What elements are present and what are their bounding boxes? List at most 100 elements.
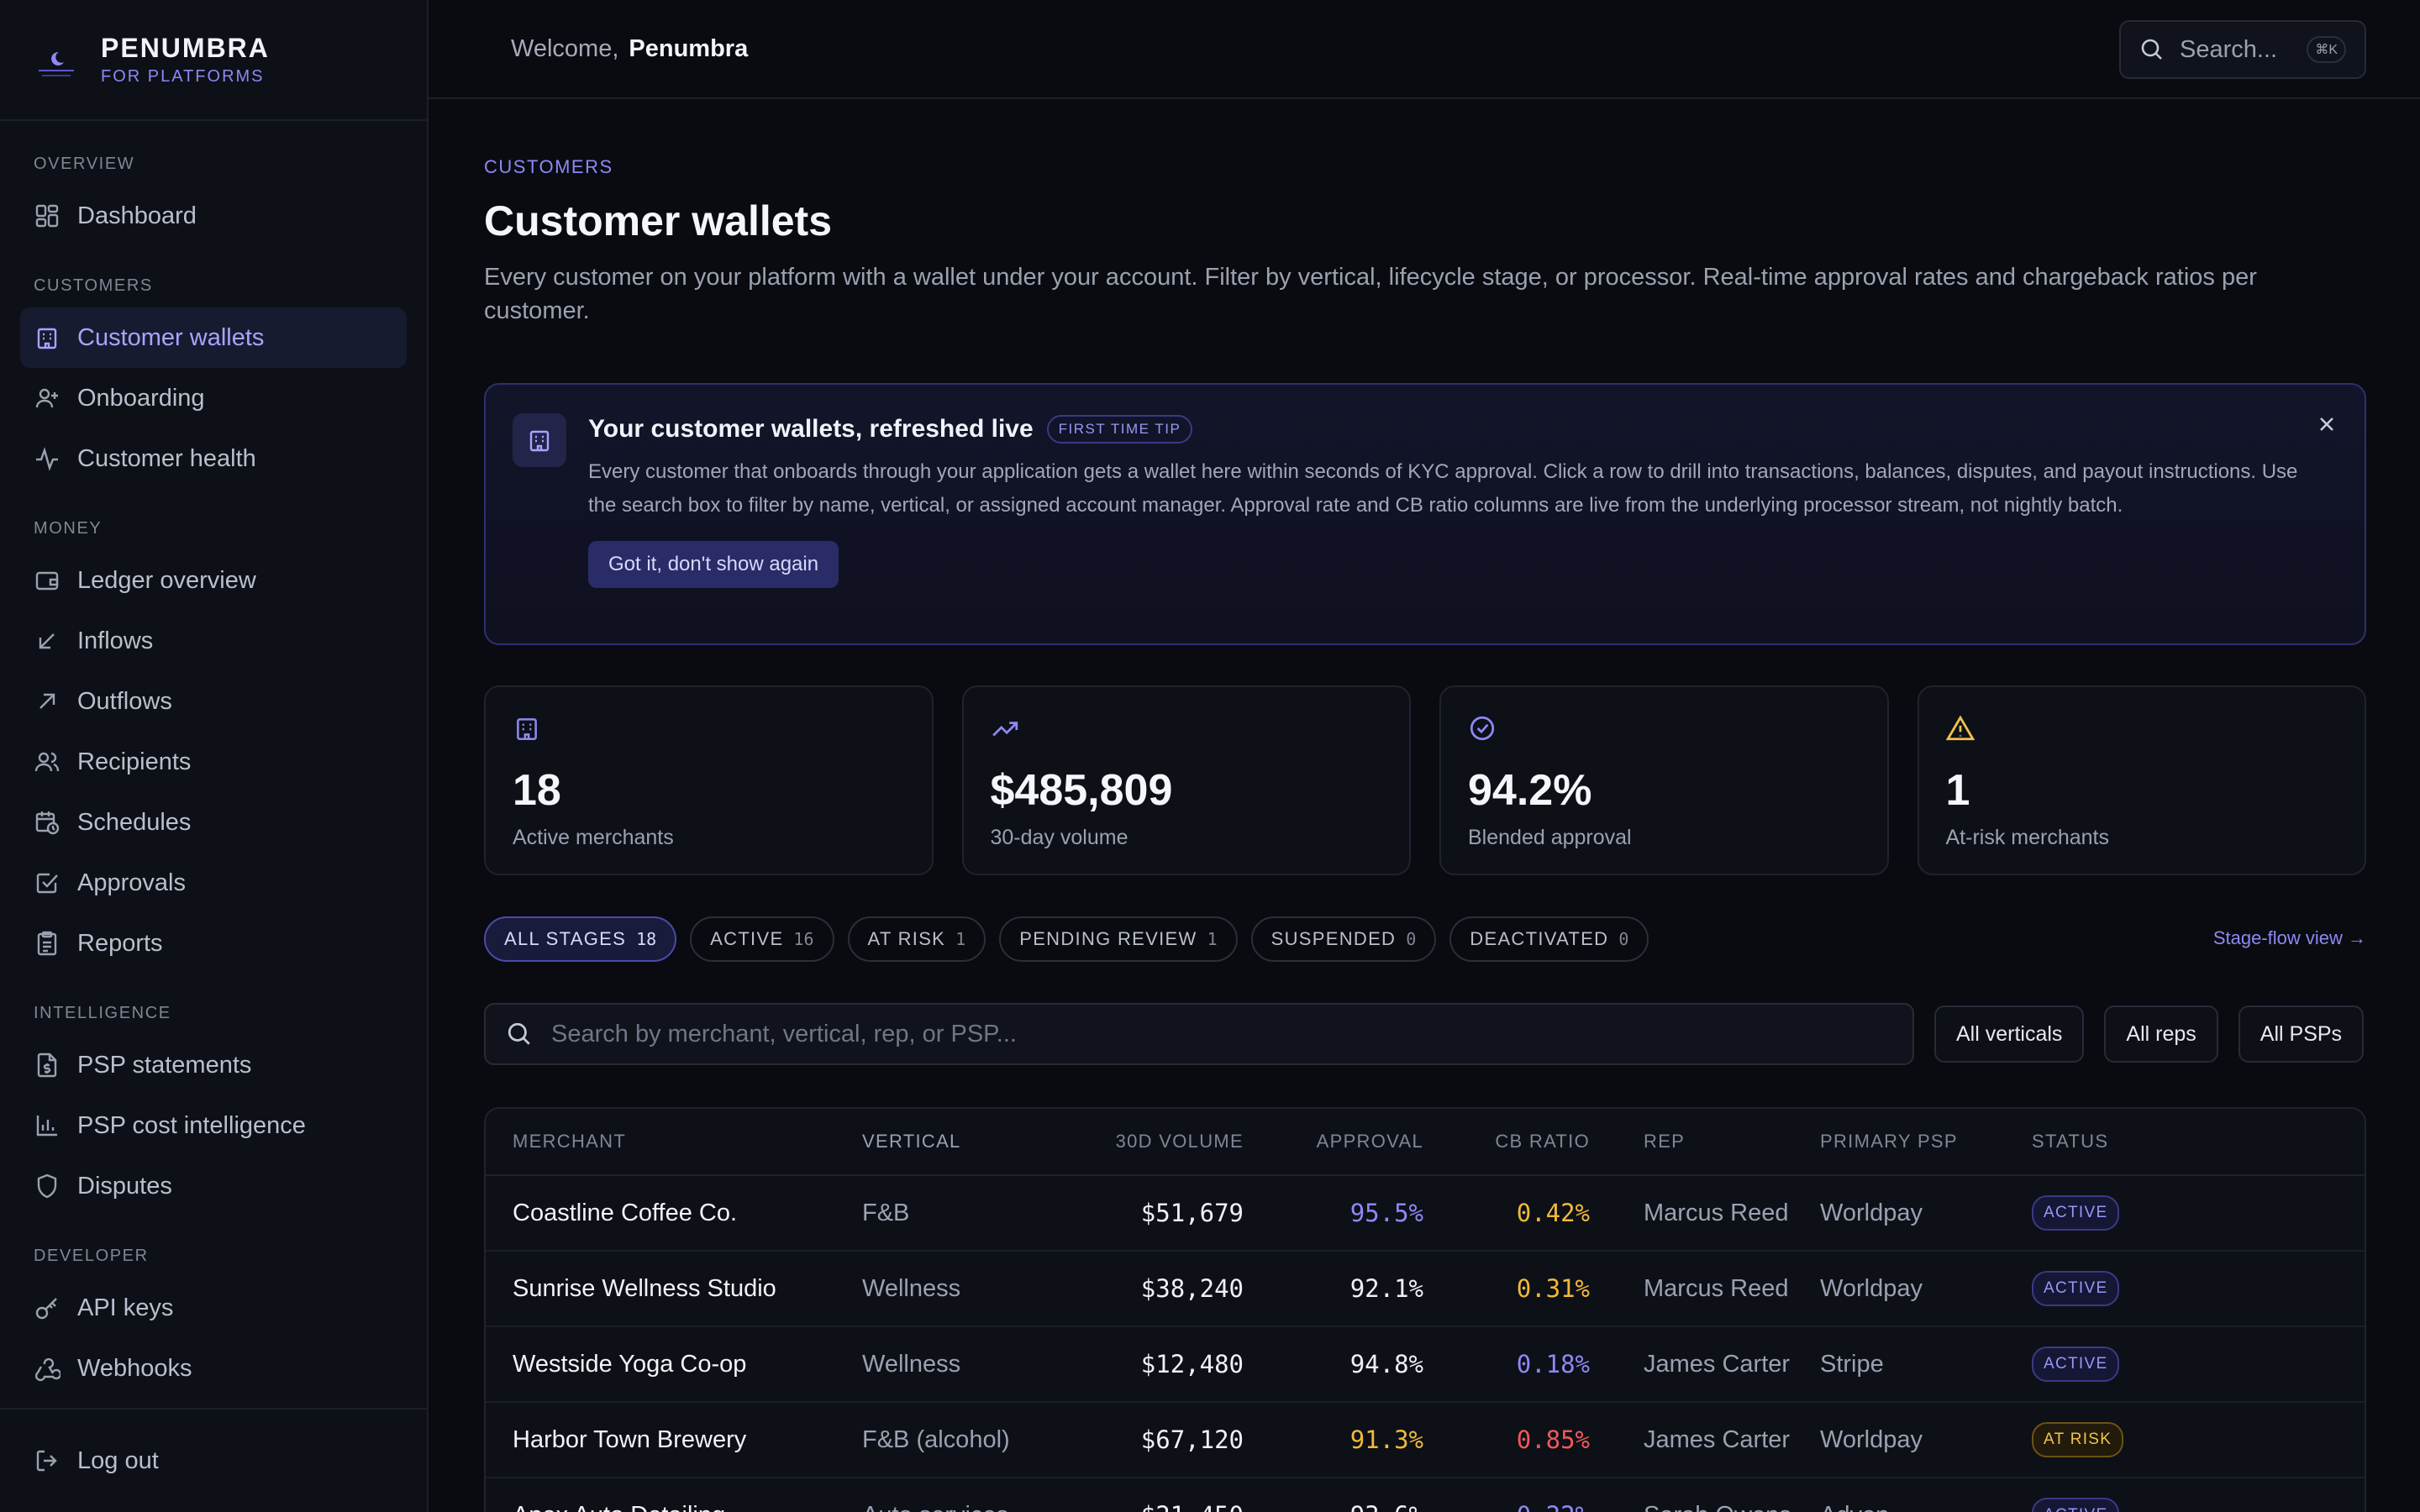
column-header-status[interactable]: STATUS <box>2032 1131 2109 1152</box>
table-row[interactable]: Westside Yoga Co-op Wellness $12,480 94.8% 0… <box>486 1327 2365 1403</box>
pill-label: AT RISK <box>867 928 946 949</box>
vertical-filter-dropdown[interactable]: All verticals <box>1934 1005 2085 1063</box>
column-header-volume[interactable]: 30D VOLUME <box>1115 1131 1244 1152</box>
status-badge: AT RISK <box>2032 1422 2124 1457</box>
sidebar-item-api-keys[interactable]: API keys <box>20 1278 407 1338</box>
sidebar-item-customer-health[interactable]: Customer health <box>20 428 407 489</box>
filter-deactivated[interactable]: DEACTIVATED 0 <box>1449 916 1649 962</box>
psp-cell: Adyen <box>1820 1502 2032 1512</box>
sidebar-item-schedules[interactable]: Schedules <box>20 792 407 853</box>
pill-count: 0 <box>1406 929 1417 949</box>
column-header-rep[interactable]: REP <box>1644 1131 1686 1152</box>
sidebar-item-webhooks[interactable]: Webhooks <box>20 1338 407 1399</box>
column-header-approval[interactable]: APPROVAL <box>1316 1131 1423 1152</box>
check-square-icon <box>34 869 60 896</box>
sidebar-item-label: Customer health <box>77 444 256 472</box>
vertical-cell: Auto services <box>862 1502 1064 1512</box>
stage-flow-view-link[interactable]: Stage-flow view → <box>2212 927 2366 948</box>
rep-cell: Sarah Owens <box>1590 1502 1820 1512</box>
sidebar-item-label: Recipients <box>77 748 192 775</box>
pill-label: ALL STAGES <box>504 928 627 949</box>
merchant-search-input[interactable]: Search by merchant, vertical, rep, or PS… <box>484 1003 1914 1065</box>
sidebar-item-psp-cost-intelligence[interactable]: PSP cost intelligence <box>20 1095 407 1156</box>
stat-card-active-merchants: 18 Active merchants <box>484 685 934 875</box>
sidebar-item-label: Approvals <box>77 869 186 896</box>
brand[interactable]: PENUMBRA FOR PLATFORMS <box>0 0 427 121</box>
filter-all-stages[interactable]: ALL STAGES 18 <box>484 916 677 962</box>
sidebar-nav: OVERVIEW Dashboard CUSTOMERS Customer wa… <box>0 121 427 1399</box>
sidebar-item-inflows[interactable]: Inflows <box>20 611 407 671</box>
table-row[interactable]: Harbor Town Brewery F&B (alcohol) $67,120 9… <box>486 1403 2365 1478</box>
nav-section-label: OVERVIEW <box>34 155 135 173</box>
filter-at-risk[interactable]: AT RISK 1 <box>847 916 986 962</box>
pill-label: SUSPENDED <box>1270 928 1397 949</box>
psp-cell: Worldpay <box>1820 1274 1923 1302</box>
sidebar-item-disputes[interactable]: Disputes <box>20 1156 407 1216</box>
close-icon[interactable] <box>2314 412 2339 437</box>
breadcrumb[interactable]: CUSTOMERS <box>484 156 613 177</box>
psp-filter-dropdown[interactable]: All PSPs <box>2238 1005 2365 1063</box>
sidebar-item-reports[interactable]: Reports <box>20 913 407 974</box>
rep-cell: James Carter <box>1644 1350 1791 1378</box>
filter-suspended[interactable]: SUSPENDED 0 <box>1250 916 1437 962</box>
sidebar-item-label: Reports <box>77 929 163 957</box>
pill-label: DEACTIVATED <box>1470 928 1609 949</box>
column-header-merchant[interactable]: MERCHANT <box>513 1131 627 1152</box>
volume-cell: $21,450 <box>1064 1501 1244 1512</box>
pill-label: ACTIVE <box>710 928 784 949</box>
users-icon <box>34 748 60 775</box>
stat-label: Active merchants <box>513 826 674 849</box>
dashboard-icon <box>34 202 60 229</box>
sidebar-item-label: API keys <box>77 1294 174 1321</box>
calendar-clock-icon <box>34 809 60 836</box>
sidebar-item-dashboard[interactable]: Dashboard <box>20 186 407 246</box>
table-row[interactable]: Apex Auto DetailingAuto services$21,4509… <box>486 1478 2365 1512</box>
column-header-cb-ratio[interactable]: CB RATIO <box>1495 1131 1590 1152</box>
global-search[interactable]: Search... ⌘K <box>2119 20 2366 79</box>
filter-active[interactable]: ACTIVE 16 <box>690 916 834 962</box>
building-icon <box>517 718 537 741</box>
column-header-vertical[interactable]: VERTICAL <box>862 1131 961 1152</box>
stat-card-approval: 94.2% Blended approval <box>1439 685 1889 875</box>
dismiss-tip-button[interactable]: Got it, don't show again <box>588 541 839 588</box>
filter-pending-review[interactable]: PENDING REVIEW 1 <box>999 916 1238 962</box>
pill-count: 1 <box>955 929 966 949</box>
pill-count: 1 <box>1207 929 1218 949</box>
logout-icon <box>34 1447 60 1474</box>
pill-count: 18 <box>636 929 657 949</box>
sidebar-item-customer-wallets[interactable]: Customer wallets <box>20 307 407 368</box>
vertical-cell: Wellness <box>862 1274 961 1302</box>
sidebar-item-recipients[interactable]: Recipients <box>20 732 407 792</box>
table-row[interactable]: Coastline Coffee Co. F&B $51,679 95.5% 0.42%… <box>486 1176 2365 1252</box>
sidebar-item-onboarding[interactable]: Onboarding <box>20 368 407 428</box>
stat-label: 30-day volume <box>990 826 1128 849</box>
merchants-table: MERCHANT VERTICAL 30D VOLUME APPROVAL CB… <box>484 1107 2366 1512</box>
welcome-prefix: Welcome, <box>511 34 619 62</box>
sidebar-item-label: Ledger overview <box>77 566 256 594</box>
check-circle-icon <box>1470 716 1495 741</box>
sidebar-item-label: PSP cost intelligence <box>77 1111 306 1139</box>
table-row[interactable]: Sunrise Wellness Studio Wellness $38,240 92… <box>486 1252 2365 1327</box>
sidebar-item-label: PSP statements <box>77 1051 252 1079</box>
sidebar-item-label: Disputes <box>77 1172 172 1200</box>
status-badge: ACTIVE <box>2032 1498 2120 1512</box>
warning-icon <box>1945 715 1975 741</box>
sidebar-item-outflows[interactable]: Outflows <box>20 671 407 732</box>
merchant-cell: Apex Auto Detailing <box>486 1502 862 1512</box>
rep-filter-dropdown[interactable]: All reps <box>2104 1005 2218 1063</box>
cb-ratio-cell: 0.85% <box>1516 1425 1590 1454</box>
merchant-cell: Harbor Town Brewery <box>513 1425 747 1453</box>
cb-ratio-cell: 0.18% <box>1516 1350 1590 1378</box>
search-shortcut: ⌘K <box>2307 36 2346 63</box>
logout-button[interactable]: Log out <box>20 1431 407 1491</box>
sidebar-item-psp-statements[interactable]: PSP statements <box>20 1035 407 1095</box>
search-row: Search by merchant, vertical, rep, or PS… <box>484 1003 2366 1065</box>
stat-value: 94.2% <box>1468 766 1592 815</box>
sidebar-item-ledger-overview[interactable]: Ledger overview <box>20 550 407 611</box>
column-header-psp[interactable]: PRIMARY PSP <box>1820 1131 1958 1152</box>
sidebar-item-approvals[interactable]: Approvals <box>20 853 407 913</box>
user-plus-icon <box>34 385 60 412</box>
stage-filters: ALL STAGES 18 ACTIVE 16 AT RISK 1 PENDING R… <box>484 916 2366 963</box>
brand-subtitle: FOR PLATFORMS <box>101 67 265 86</box>
logout-label: Log out <box>77 1446 159 1474</box>
